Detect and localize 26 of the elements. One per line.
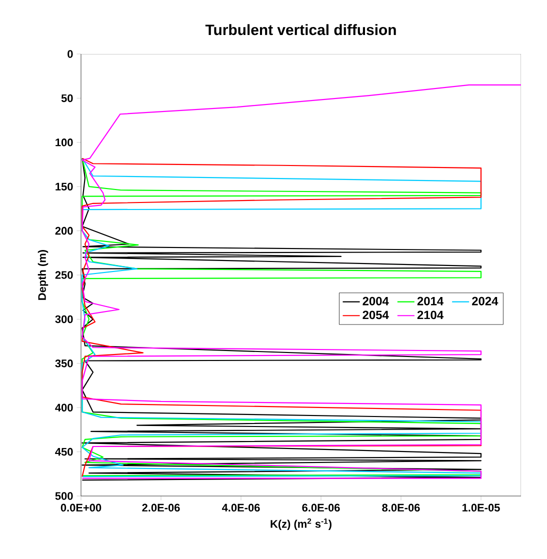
y-tick-label: 150 <box>56 182 73 190</box>
x-tick-label: 4.0E-06 <box>222 504 260 512</box>
y-tick-label: 200 <box>55 226 73 235</box>
x-tick-label: 2.0E-06 <box>142 504 180 512</box>
x-axis-title: K(z) (m$^{2}$ s$^{-1}$) <box>270 518 332 530</box>
x-tick-label: 0.0E+00 <box>60 504 102 512</box>
x-tick-label: 8.0E-06 <box>382 504 420 512</box>
legend-label: 2104 <box>417 310 444 320</box>
line-series <box>82 84 522 479</box>
legend-label: 2054 <box>362 310 389 320</box>
y-tick-label: 500 <box>55 492 73 500</box>
y-tick-label: 0 <box>68 50 73 58</box>
chart-title: Turbulent vertical diffusion <box>205 24 396 36</box>
x-tick-label: 1.0E-05 <box>462 504 500 512</box>
y-tick-label: 50 <box>61 94 73 102</box>
y-tick-label: 100 <box>56 138 73 146</box>
legend-label: 2024 <box>472 296 498 306</box>
legend-label: 2004 <box>362 296 389 306</box>
x-tick-label: 6.0E-06 <box>302 504 340 512</box>
y-tick-label: 400 <box>55 404 73 412</box>
y-tick-label: 350 <box>55 360 73 368</box>
y-tick-label: 450 <box>55 448 73 456</box>
y-tick-label: 300 <box>55 315 73 324</box>
legend-label: 2014 <box>417 296 444 306</box>
y-axis-title: Depth (m) <box>38 250 48 300</box>
y-tick-label: 250 <box>55 271 73 279</box>
